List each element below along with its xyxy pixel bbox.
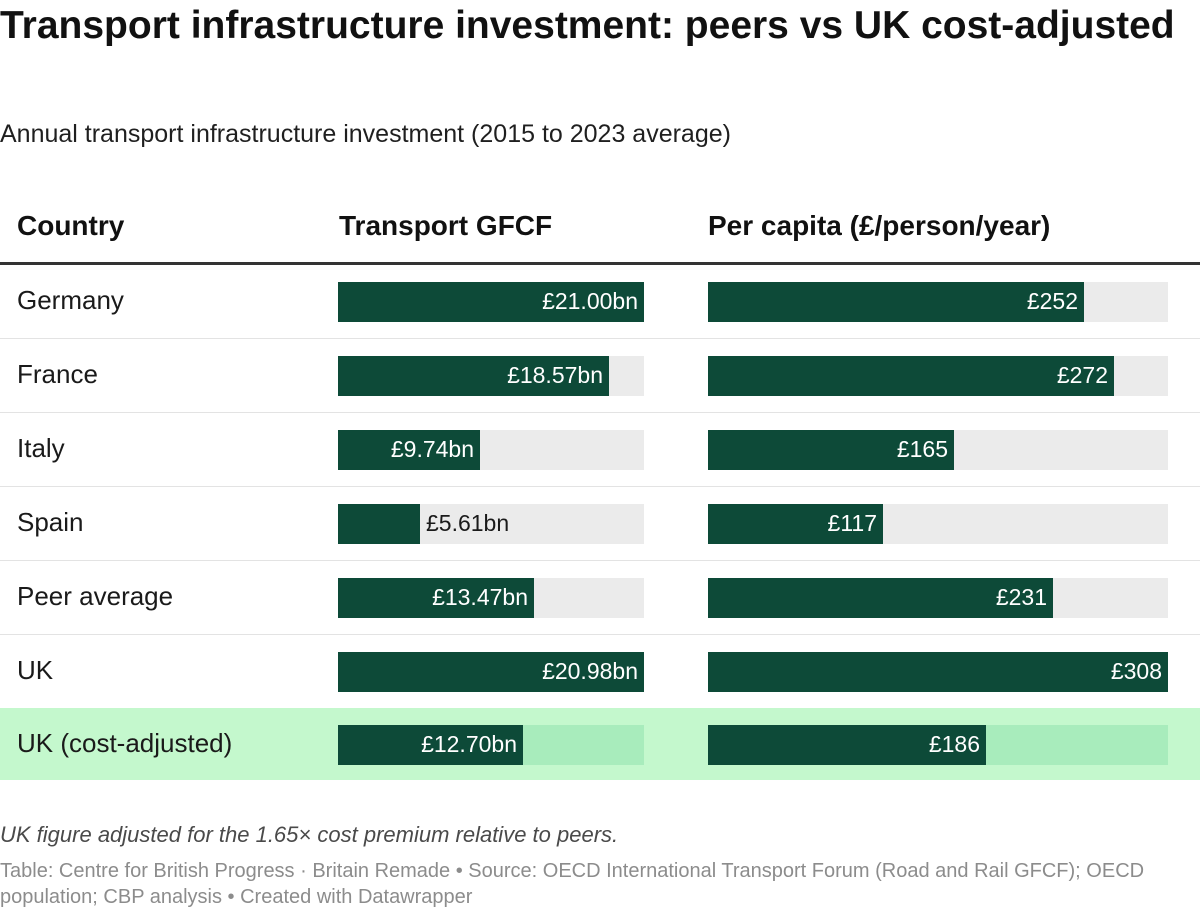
table-row-uk: UK £20.98bn £308 — [0, 635, 1200, 709]
per-capita-bar — [708, 356, 1114, 396]
per-capita-track: £165 — [708, 430, 1168, 470]
table-body: Germany £21.00bn £252 France £18.57bn £272 Ita… — [0, 265, 1200, 780]
gfcf-value-label: £20.98bn — [542, 658, 638, 684]
gfcf-bar — [338, 430, 480, 470]
country-label: Peer average — [17, 581, 174, 611]
chart-subtitle: Annual transport infrastructure investme… — [0, 120, 731, 148]
per-capita-bar — [708, 430, 954, 470]
gfcf-track: £21.00bn — [338, 282, 644, 322]
per-capita-track: £252 — [708, 282, 1168, 322]
per-capita-value-label: £272 — [1056, 362, 1108, 388]
per-capita-value-label: £117 — [827, 510, 877, 536]
column-header-per-capita[interactable]: Per capita (£/person/year) — [708, 210, 1051, 241]
country-label: UK — [17, 655, 54, 685]
per-capita-track: £117 — [708, 504, 1168, 544]
country-label: Germany — [17, 285, 124, 315]
gfcf-value-label: £12.70bn — [421, 731, 517, 757]
gfcf-value-label: £9.74bn — [390, 436, 474, 462]
per-capita-track: £272 — [708, 356, 1168, 396]
per-capita-value-label: £186 — [928, 731, 980, 757]
column-header-transport-gfcf[interactable]: Transport GFCF — [339, 210, 553, 241]
gfcf-track: £20.98bn — [338, 652, 644, 692]
per-capita-value-label: £231 — [995, 584, 1047, 610]
table-row-peer-average: Peer average £13.47bn £231 — [0, 561, 1200, 635]
gfcf-bar — [338, 725, 523, 765]
chart-note: UK figure adjusted for the 1.65× cost pr… — [0, 822, 619, 847]
gfcf-value-label: £21.00bn — [542, 288, 638, 314]
per-capita-track: £186 — [708, 725, 1168, 765]
per-capita-bar — [708, 282, 1084, 322]
per-capita-value-label: £252 — [1026, 288, 1078, 314]
table-row-italy: Italy £9.74bn £165 — [0, 413, 1200, 487]
gfcf-bar — [338, 652, 644, 692]
gfcf-value-label: £13.47bn — [432, 584, 528, 610]
per-capita-track: £308 — [708, 652, 1168, 692]
gfcf-value-label: £18.57bn — [507, 362, 603, 388]
gfcf-value-label: £5.61bn — [426, 510, 510, 536]
per-capita-bar — [708, 504, 883, 544]
country-label: Spain — [17, 507, 84, 537]
gfcf-track: £9.74bn — [338, 430, 644, 470]
table-row-spain: Spain £5.61bn £117 — [0, 487, 1200, 561]
country-label: France — [17, 359, 98, 389]
gfcf-track: £13.47bn — [338, 578, 644, 618]
chart-source: Table: Centre for British Progress · Bri… — [0, 860, 1145, 908]
gfcf-track: £12.70bn — [338, 725, 644, 765]
table-row-france: France £18.57bn £272 — [0, 339, 1200, 413]
gfcf-bar — [338, 356, 609, 396]
per-capita-value-label: £165 — [896, 436, 948, 462]
gfcf-track: £5.61bn — [338, 504, 644, 544]
header-divider — [0, 262, 1200, 265]
table-row-germany: Germany £21.00bn £252 — [0, 265, 1200, 339]
column-header-country[interactable]: Country — [17, 210, 125, 241]
country-label: Italy — [17, 433, 65, 463]
gfcf-bar — [338, 578, 534, 618]
table-row-uk-cost-adjusted: UK (cost-adjusted) £12.70bn £186 — [0, 708, 1200, 780]
gfcf-bar — [338, 504, 420, 544]
per-capita-bar — [708, 578, 1053, 618]
per-capita-bar — [708, 725, 986, 765]
per-capita-value-label: £308 — [1110, 658, 1162, 684]
country-label: UK (cost-adjusted) — [17, 728, 233, 758]
per-capita-track: £231 — [708, 578, 1168, 618]
per-capita-bar — [708, 652, 1168, 692]
gfcf-bar — [338, 282, 644, 322]
gfcf-track: £18.57bn — [338, 356, 644, 396]
chart-title: Transport infrastructure investment: pee… — [0, 4, 1175, 47]
